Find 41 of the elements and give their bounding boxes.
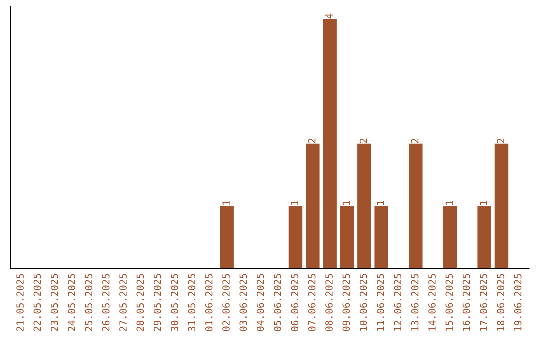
data-label: 1	[377, 201, 384, 206]
x-tick-label: 31.05.2025	[188, 274, 196, 332]
data-label: 1	[342, 201, 350, 206]
x-tick-label: 22.05.2025	[34, 274, 42, 332]
x-tick-label: 21.05.2025	[16, 274, 24, 332]
x-tick-label: 24.05.2025	[68, 274, 76, 332]
x-tick-label: 08.06.2025	[326, 274, 333, 332]
x-tick-label: 05.06.2025	[274, 274, 282, 332]
x-tick-label: 28.05.2025	[136, 274, 144, 332]
x-tick-label: 25.05.2025	[85, 274, 93, 332]
data-label: 2	[497, 138, 504, 144]
x-tick-label: 10.06.2025	[360, 274, 368, 331]
x-tick-label: 09.06.2025	[342, 274, 350, 332]
x-tick-label: 13.06.2025	[411, 274, 419, 331]
x-tick-label: 01.06.2025	[205, 274, 213, 332]
x-tick-label: 15.06.2025	[446, 274, 454, 331]
x-tick-label: 03.06.2025	[240, 274, 248, 332]
x-tick-label: 04.06.2025	[256, 274, 264, 332]
x-tick-label: 19.06.2025	[514, 274, 522, 331]
data-label: 2	[360, 138, 368, 144]
data-label: 1	[446, 201, 453, 206]
data-label: 1	[291, 201, 298, 206]
data-label: 2	[411, 138, 419, 144]
x-tick-label: 14.06.2025	[428, 274, 436, 331]
data-label: 4	[326, 14, 333, 19]
data-label: 1	[480, 201, 488, 206]
x-tick-label: 29.05.2025	[154, 274, 162, 332]
x-tick-label: 17.06.2025	[480, 274, 488, 331]
x-tick-label: 02.06.2025	[222, 274, 230, 332]
x-tick-label: 30.05.2025	[171, 274, 178, 332]
data-label: 1	[222, 201, 230, 206]
x-tick-label: 27.05.2025	[120, 274, 127, 332]
data-label: 2	[308, 138, 316, 144]
x-tick-label: 16.06.2025	[462, 274, 470, 331]
x-tick-label: 11.06.2025	[377, 274, 384, 331]
x-tick-label: 18.06.2025	[497, 274, 505, 331]
x-tick-label: 07.06.2025	[308, 274, 316, 332]
x-tick-label: 06.06.2025	[291, 274, 299, 332]
x-tick-label: 23.05.2025	[50, 274, 58, 332]
x-tick-label: 26.05.2025	[102, 274, 110, 332]
x-tick-label: 12.06.2025	[394, 274, 402, 331]
